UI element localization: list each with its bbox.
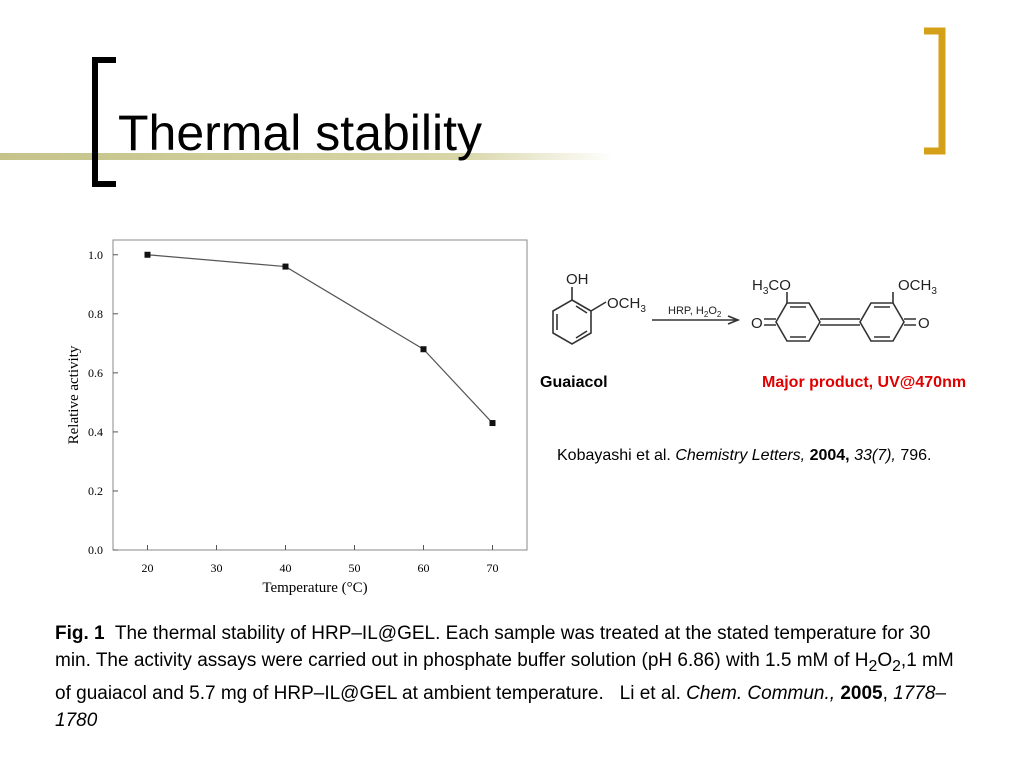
y-tick-label: 0.4 xyxy=(88,425,103,439)
reference: Kobayashi et al. Chemistry Letters, 2004… xyxy=(557,443,997,469)
reagent: HRP, H2O2 xyxy=(668,305,722,319)
oxo: O xyxy=(751,315,763,332)
text: H xyxy=(752,277,763,294)
y-tick-label: 0.6 xyxy=(88,366,103,380)
data-point xyxy=(282,263,289,270)
product-label: Major product, UV@470nm xyxy=(762,374,967,391)
subscript: 2 xyxy=(868,657,878,675)
text: ,1 mM of guaiacol and 5.7 mg of HRP–IL@G… xyxy=(55,650,954,704)
data-point xyxy=(420,346,427,353)
ring-double-bonds xyxy=(556,305,588,339)
data-point xyxy=(144,251,151,258)
text: , xyxy=(882,682,888,704)
subscript: 2 xyxy=(892,657,901,675)
scheme-labels: OH OCH3 HRP, H2O2 H3CO OCH3 O O xyxy=(566,271,937,332)
text: The thermal stability of HRP–IL@GEL. Eac… xyxy=(55,623,931,671)
product-methoxy-left: H3CO xyxy=(752,277,791,297)
accent-bar xyxy=(0,153,1024,160)
x-tick-label: 70 xyxy=(487,561,499,575)
journal: Chemistry Letters, xyxy=(675,447,806,464)
benzene-ring xyxy=(552,299,592,345)
x-axis-label: Temperature (°C) xyxy=(262,580,367,596)
data-point xyxy=(489,420,496,427)
y-axis-label: Relative activity xyxy=(66,345,82,444)
year: 2004, xyxy=(809,447,850,464)
reactant-label: Guaiacol xyxy=(540,374,608,391)
figure-caption: Fig. 1 The thermal stability of HRP–IL@G… xyxy=(55,620,955,734)
figure-number: Fig. 1 xyxy=(55,623,105,644)
y-tick-label: 0.0 xyxy=(88,543,103,557)
x-tick-label: 30 xyxy=(211,561,223,575)
text: O xyxy=(708,305,717,317)
left-bracket xyxy=(92,57,116,187)
x-tick-label: 50 xyxy=(349,561,361,575)
subscript: 3 xyxy=(763,286,769,297)
substituent-bonds xyxy=(571,287,607,312)
pages: 1778–1780 xyxy=(55,682,947,731)
chart: Temperature (°C) Relative activity 0.0 0.… xyxy=(66,239,528,596)
subscript: 3 xyxy=(931,286,937,297)
x-tick-label: 60 xyxy=(418,561,430,575)
reaction-scheme xyxy=(552,287,916,345)
text: OCH xyxy=(607,295,640,312)
right-bracket xyxy=(924,27,946,155)
subscript: 3 xyxy=(640,304,646,315)
methoxy: OCH3 xyxy=(607,295,646,315)
data-line xyxy=(147,254,493,424)
x-tick-label: 20 xyxy=(142,561,154,575)
quinone-ring xyxy=(775,302,821,342)
plot-frame xyxy=(112,239,528,551)
pages: 796. xyxy=(900,447,932,464)
reaction-arrow xyxy=(652,315,741,325)
x-tick-label: 40 xyxy=(280,561,292,575)
text: O xyxy=(877,650,893,671)
subscript: 2 xyxy=(704,310,709,319)
slide-graphics: Thermal stability Temperature (°C) Relat… xyxy=(0,27,1024,596)
volume: 33(7), xyxy=(854,447,896,464)
authors: Kobayashi et al. xyxy=(557,447,671,464)
y-tick-label: 1.0 xyxy=(88,248,103,262)
slide-title: Thermal stability xyxy=(118,105,482,161)
hydroxyl: OH xyxy=(566,271,589,288)
quinone-ring xyxy=(859,302,905,342)
product-methoxy-right: OCH3 xyxy=(898,277,937,297)
oxo: O xyxy=(918,315,930,332)
y-tick-label: 0.2 xyxy=(88,484,103,498)
y-tick-label: 0.8 xyxy=(88,307,103,321)
text: HRP, H xyxy=(668,305,704,317)
product-bonds xyxy=(764,292,916,338)
text: OCH xyxy=(898,277,931,294)
text: CO xyxy=(768,277,791,294)
subscript: 2 xyxy=(717,310,722,319)
authors: Li et al. xyxy=(619,682,681,704)
year: 2005 xyxy=(840,682,883,704)
journal: Chem. Commun., xyxy=(686,682,836,704)
